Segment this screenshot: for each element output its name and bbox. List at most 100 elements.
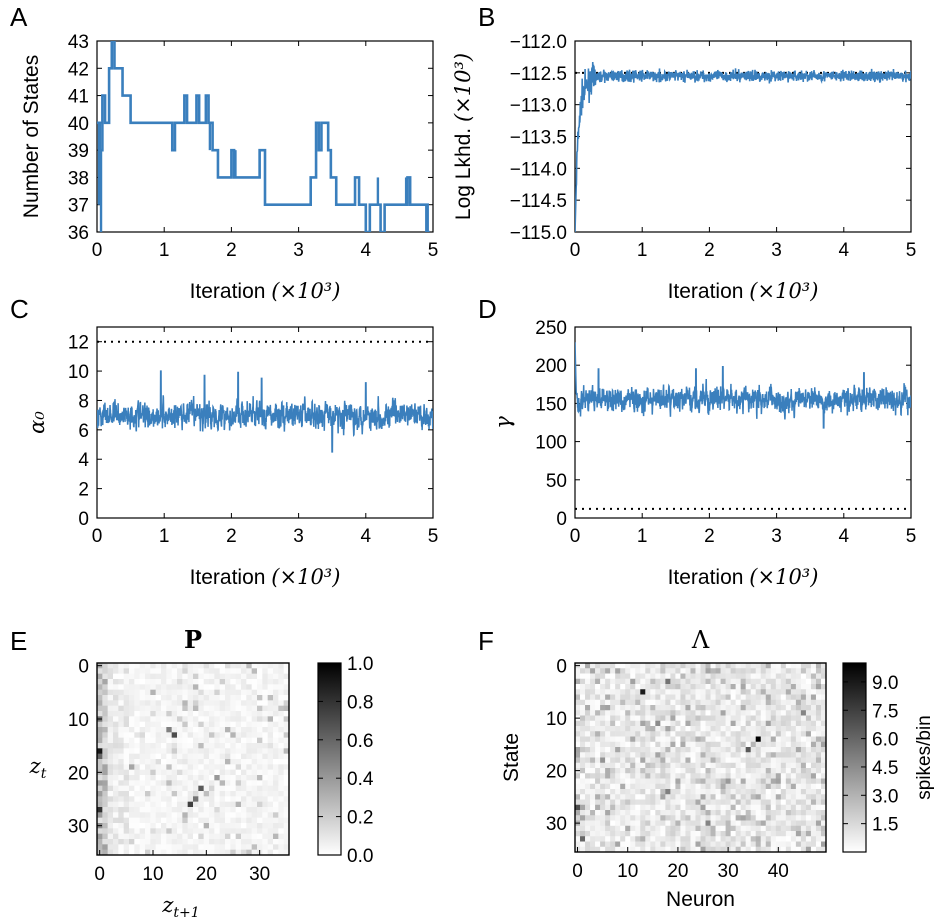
panel-e-cell [150, 839, 156, 845]
panel-e-cell [214, 785, 220, 792]
panel-e-cell [166, 700, 172, 706]
panel-e-cell [166, 780, 172, 786]
panel-f-cell [665, 678, 671, 685]
panel-e-cell [230, 807, 236, 813]
panel-e-cell [193, 759, 199, 765]
panel-f-cell [810, 783, 817, 790]
panel-f-cell [720, 789, 726, 795]
panel-e-cell [166, 796, 172, 802]
panel-e-cell [241, 769, 247, 776]
panel-f-cell [815, 804, 822, 811]
panel-f-cell [655, 799, 661, 806]
panel-e-cell [214, 791, 220, 797]
panel-e-cell [182, 727, 188, 733]
panel-e-cell [246, 716, 252, 722]
panel-f-cell [675, 768, 681, 774]
panel-e-cell [283, 844, 290, 850]
panel-e-cell [235, 668, 242, 674]
panel-f-cell [810, 804, 817, 811]
panel-e-cell [97, 828, 103, 834]
panel-e-cell [182, 775, 188, 781]
panel-e-cell [283, 711, 290, 717]
panel-c-xtick-label: 5 [428, 526, 439, 547]
panel-f-cell [645, 757, 651, 764]
panel-e-cell [134, 700, 140, 706]
panel-e-cell [155, 791, 162, 797]
panel-e-cell [219, 775, 226, 781]
panel-e-cell [145, 759, 151, 765]
panel-f-cell [720, 836, 726, 842]
panel-f-cell [700, 836, 706, 842]
panel-e-cell [171, 705, 178, 712]
panel-f-cell [590, 752, 596, 758]
panel-f-cell [810, 762, 817, 769]
panel-f-cell [760, 768, 767, 774]
panel-f-cell [600, 799, 606, 806]
panel-e-cell [267, 780, 274, 786]
panel-e-cell [123, 705, 130, 712]
panel-f-cell [735, 668, 741, 674]
panel-e-cell [241, 689, 247, 696]
panel-f-cell [805, 741, 812, 748]
panel-f-cell [630, 731, 636, 737]
panel-f-cell [755, 831, 762, 837]
panel-f-cell [760, 684, 767, 690]
panel-e-cell [171, 753, 178, 760]
panel-f-cell [710, 684, 716, 690]
panel-e-cell [118, 673, 124, 680]
panel-f-cell [645, 831, 651, 837]
panel-e-cell [198, 748, 204, 754]
panel-f-cell [710, 810, 716, 816]
panel-f-cell [715, 768, 721, 774]
panel-f-cell [730, 668, 736, 674]
panel-f-cell [735, 804, 741, 811]
panel-e-cell [145, 737, 151, 744]
panel-e-cell [209, 817, 215, 824]
panel-e-cell [155, 849, 162, 856]
panel-a-xlabel: Iteration (×10³) [190, 279, 341, 303]
panel-f-cell [725, 778, 731, 785]
panel-e-colorbar-label: 0.4 [347, 769, 374, 790]
panel-e-cell [203, 684, 210, 690]
panel-e-cell [209, 743, 215, 749]
panel-f-cell [630, 726, 636, 732]
panel-e-cell [193, 785, 199, 792]
panel-e-cell [273, 817, 279, 824]
panel-f-cell [575, 762, 581, 769]
panel-e-cell [235, 849, 242, 856]
panel-e-cell [97, 721, 103, 728]
panel-f-cell [765, 836, 772, 842]
panel-e-cell [102, 844, 108, 850]
panel-f-cell [690, 825, 696, 832]
panel-e-cell [182, 721, 188, 728]
panel-f-cell [690, 663, 696, 669]
panel-e-cell [155, 668, 162, 674]
panel-e-cell [97, 748, 103, 754]
panel-f-cell [635, 715, 641, 722]
panel-f-cell [640, 762, 646, 769]
panel-f-cell [640, 799, 646, 806]
panel-e-cell [209, 759, 215, 765]
panel-f-cell [695, 752, 701, 758]
panel-f-cell [655, 794, 661, 800]
panel-e-cell [193, 791, 199, 797]
panel-f-cell [650, 694, 656, 701]
panel-f-cell [675, 663, 681, 669]
panel-f-cell [725, 747, 731, 753]
panel-f-cell [755, 710, 762, 716]
panel-f-cell [625, 831, 631, 837]
panel-e-cell [241, 807, 247, 813]
panel-e-cell [230, 775, 236, 781]
panel-f-cell [780, 699, 787, 706]
panel-e-cell [145, 833, 151, 840]
panel-f-cell [595, 762, 601, 769]
panel-f-cell [765, 778, 772, 785]
panel-e-cell [262, 775, 268, 781]
panel-f-cell [645, 736, 651, 743]
panel-f-cell [675, 720, 681, 727]
panel-f-cell [695, 689, 701, 695]
panel-f-cell [740, 720, 746, 727]
panel-f-cell [630, 836, 636, 842]
panel-f-cell [820, 710, 827, 716]
panel-f-cell [620, 715, 626, 722]
